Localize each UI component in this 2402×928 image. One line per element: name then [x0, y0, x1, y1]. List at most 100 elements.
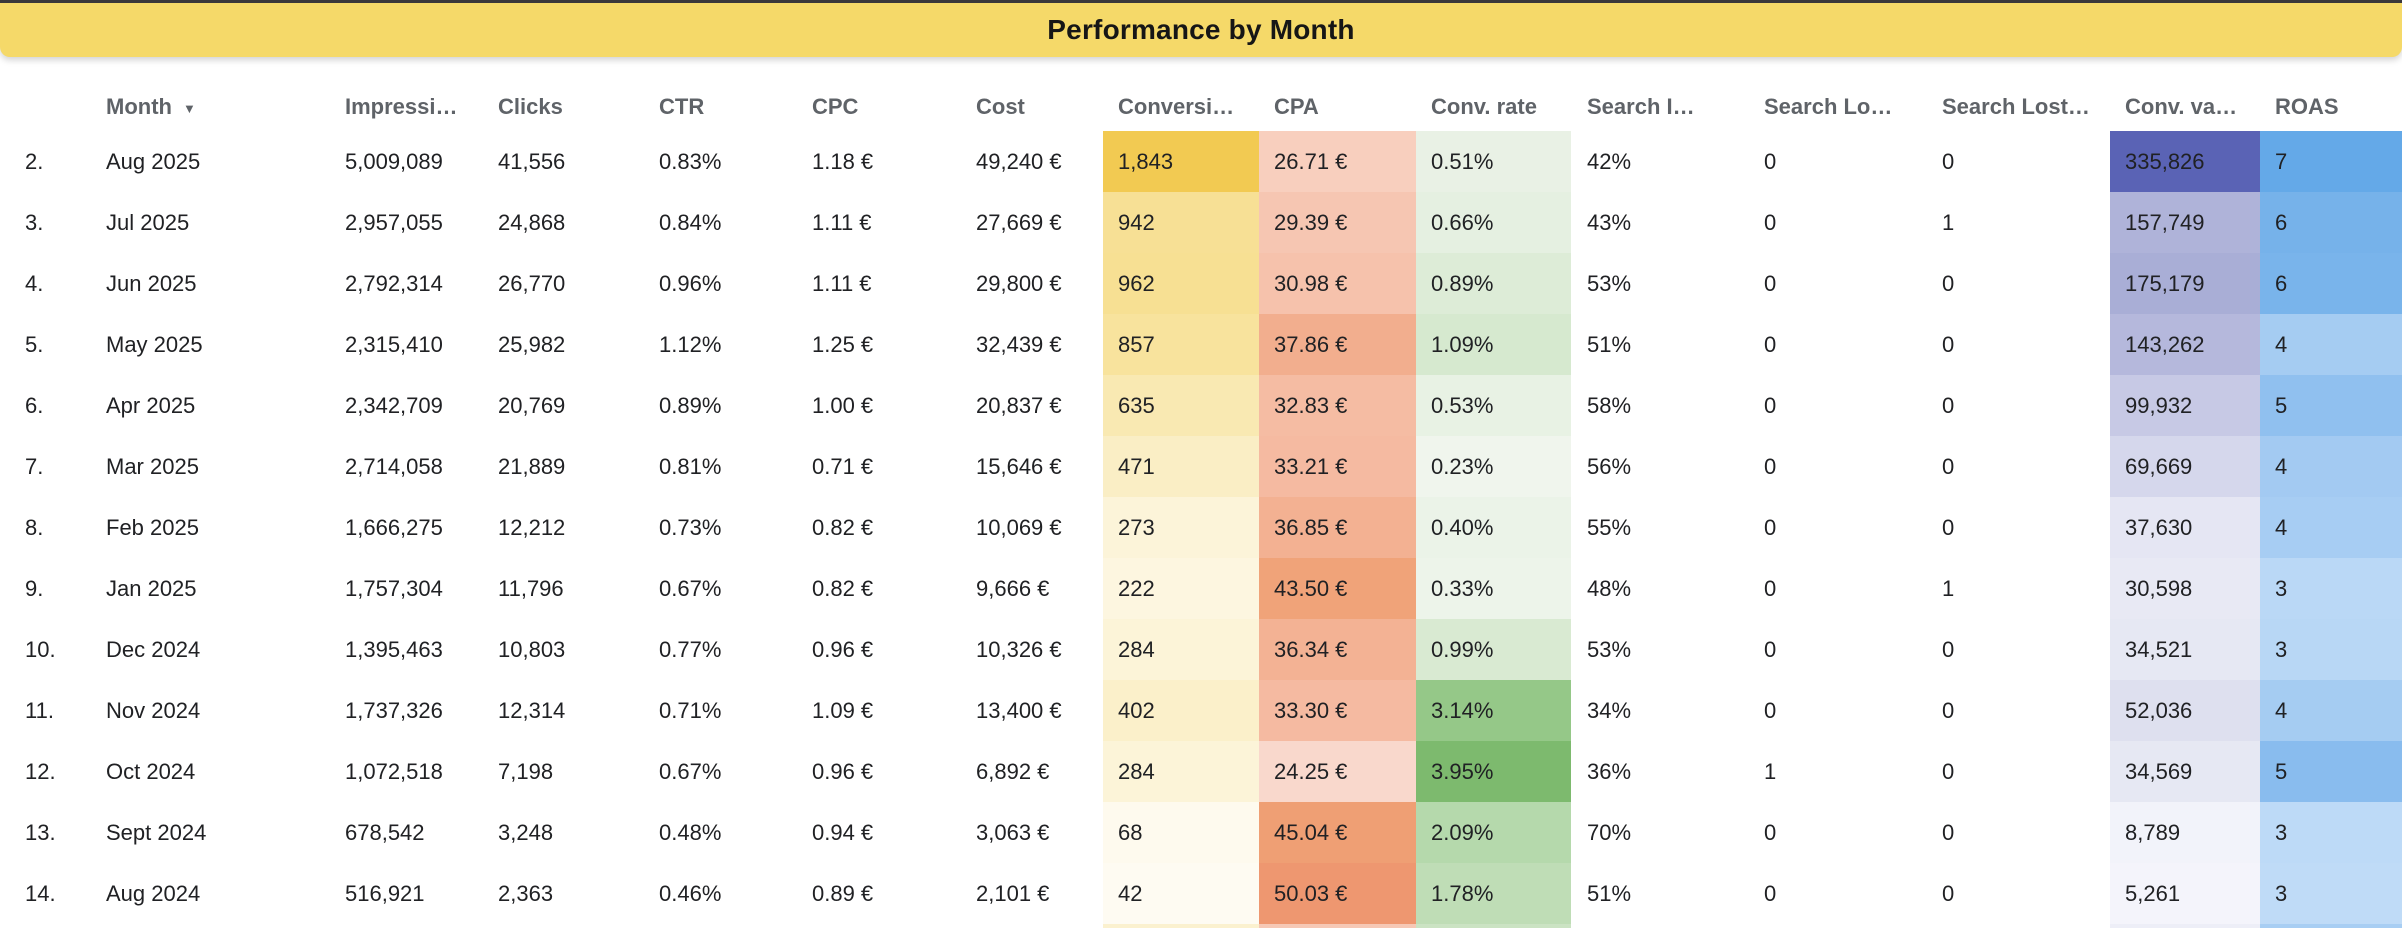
cell-num: 14.	[25, 880, 56, 906]
cell-impressions: 1,666,275	[345, 514, 443, 540]
cell-conversions: 284	[1103, 619, 1259, 680]
header-cell-conversions[interactable]: Conversi…	[1103, 83, 1259, 131]
cell-search_is: 53%	[1587, 636, 1632, 662]
header-label-impressions: Impressi…	[345, 94, 458, 119]
header-cell-conv_rate[interactable]: Conv. rate	[1416, 83, 1571, 131]
table-row: 12. Oct 2024 1,072,518 7,198 0.67% 0.96 € 6,89…	[0, 741, 2402, 802]
cell-search_is: 34%	[1587, 697, 1632, 723]
partial-cell-impressions	[345, 924, 498, 928]
cell-search_lost_budget: 0	[1764, 148, 1777, 174]
cell-cpa: 30.98 €	[1259, 253, 1416, 314]
cell-cpc: 1.25 €	[812, 331, 874, 357]
header-cell-ctr[interactable]: CTR	[659, 83, 812, 131]
cell-search_lost_rank: 1	[1942, 575, 1955, 601]
cell-search_is: 42%	[1587, 148, 1632, 174]
cell-conv_rate: 0.23%	[1416, 436, 1571, 497]
cell-cpc: 0.71 €	[812, 453, 874, 479]
cell-search_is: 53%	[1587, 270, 1632, 296]
cell-search_lost_budget: 0	[1764, 819, 1777, 845]
cell-num: 4.	[25, 270, 44, 296]
table-row: 10. Dec 2024 1,395,463 10,803 0.77% 0.96 € 10,…	[0, 619, 2402, 680]
header-cell-search_lost_rank[interactable]: Search Lost…	[1926, 83, 2110, 131]
cell-conv_value: 30,598	[2110, 558, 2260, 619]
cell-ctr: 0.84%	[659, 209, 722, 235]
header-label-conversions: Conversi…	[1118, 94, 1235, 119]
cell-conv_rate: 0.40%	[1416, 497, 1571, 558]
cell-cpa: 50.03 €	[1259, 863, 1416, 924]
cell-search_is: 58%	[1587, 392, 1632, 418]
header-label-ctr: CTR	[659, 94, 705, 119]
cell-cpa: 37.86 €	[1259, 314, 1416, 375]
cell-conversions: 222	[1103, 558, 1259, 619]
cell-month: Aug 2024	[106, 880, 201, 906]
cell-clicks: 7,198	[498, 758, 554, 784]
header-cell-month[interactable]: Month ▼	[106, 83, 345, 131]
cell-ctr: 0.83%	[659, 148, 722, 174]
cell-cost: 32,439 €	[976, 331, 1062, 357]
cell-ctr: 0.77%	[659, 636, 722, 662]
cell-impressions: 5,009,089	[345, 148, 443, 174]
partial-cell-search_lost_rank	[1926, 924, 2110, 928]
partial-cell-ctr	[659, 924, 812, 928]
cell-num: 5.	[25, 331, 44, 357]
cell-search_is: 55%	[1587, 514, 1632, 540]
cell-roas: 3	[2260, 558, 2402, 619]
cell-search_lost_budget: 0	[1764, 575, 1777, 601]
cell-conversions: 962	[1103, 253, 1259, 314]
cell-clicks: 21,889	[498, 453, 566, 479]
cell-conv_rate: 0.99%	[1416, 619, 1571, 680]
header-cell-roas[interactable]: ROAS	[2260, 83, 2402, 131]
header-cell-conv_value[interactable]: Conv. va…	[2110, 83, 2260, 131]
header-cell-cost[interactable]: Cost	[976, 83, 1103, 131]
cell-conversions: 402	[1103, 680, 1259, 741]
cell-cost: 49,240 €	[976, 148, 1062, 174]
cell-cpa: 33.21 €	[1259, 436, 1416, 497]
cell-cost: 2,101 €	[976, 880, 1050, 906]
cell-cpc: 1.00 €	[812, 392, 874, 418]
cell-search_lost_budget: 0	[1764, 453, 1777, 479]
table-row: 7. Mar 2025 2,714,058 21,889 0.81% 0.71 € 15,6…	[0, 436, 2402, 497]
partial-cell-num	[0, 924, 106, 928]
cell-cpc: 1.11 €	[812, 209, 872, 235]
header-label-roas: ROAS	[2275, 94, 2339, 119]
cell-cpa: 33.30 €	[1259, 680, 1416, 741]
header-cell-search_is[interactable]: Search I…	[1571, 83, 1748, 131]
header-cell-clicks[interactable]: Clicks	[498, 83, 659, 131]
partial-cell-search_is	[1571, 924, 1748, 928]
cell-clicks: 24,868	[498, 209, 566, 235]
header-cell-cpc[interactable]: CPC	[812, 83, 976, 131]
cell-conversions: 273	[1103, 497, 1259, 558]
cell-roas: 6	[2260, 253, 2402, 314]
cell-conv_rate: 0.53%	[1416, 375, 1571, 436]
cell-clicks: 12,314	[498, 697, 566, 723]
header-label-cpc: CPC	[812, 94, 859, 119]
cell-search_lost_rank: 0	[1942, 636, 1955, 662]
cell-roas: 3	[2260, 802, 2402, 863]
table-row: 13. Sept 2024 678,542 3,248 0.48% 0.94 € 3,063…	[0, 802, 2402, 863]
cell-impressions: 1,757,304	[345, 575, 443, 601]
cell-conv_rate: 1.09%	[1416, 314, 1571, 375]
cell-roas: 5	[2260, 375, 2402, 436]
header-cell-search_lost_budget[interactable]: Search Lo…	[1748, 83, 1926, 131]
cell-search_is: 48%	[1587, 575, 1632, 601]
cell-cpc: 0.82 €	[812, 575, 874, 601]
cell-impressions: 2,342,709	[345, 392, 443, 418]
table-row: 8. Feb 2025 1,666,275 12,212 0.73% 0.82 € 10,0…	[0, 497, 2402, 558]
window-top-edge	[0, 0, 2402, 3]
partial-cell-conv_rate	[1416, 924, 1571, 928]
cell-search_lost_budget: 0	[1764, 880, 1777, 906]
cell-roas: 4	[2260, 436, 2402, 497]
header-cell-impressions[interactable]: Impressi…	[345, 83, 498, 131]
cell-cpa: 36.85 €	[1259, 497, 1416, 558]
cell-search_lost_budget: 0	[1764, 392, 1777, 418]
cell-conversions: 942	[1103, 192, 1259, 253]
cell-conv_value: 99,932	[2110, 375, 2260, 436]
cell-clicks: 10,803	[498, 636, 566, 662]
cell-month: Apr 2025	[106, 392, 196, 418]
cell-search_is: 70%	[1587, 819, 1632, 845]
cell-cpc: 0.82 €	[812, 514, 874, 540]
partial-cell-search_lost_budget	[1748, 924, 1926, 928]
cell-cpa: 29.39 €	[1259, 192, 1416, 253]
header-cell-cpa[interactable]: CPA	[1259, 83, 1416, 131]
